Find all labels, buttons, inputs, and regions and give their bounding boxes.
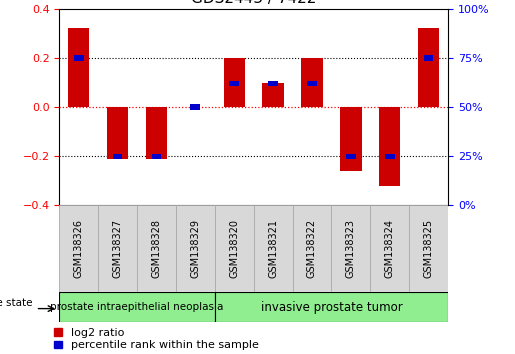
Bar [379, 107, 401, 185]
FancyBboxPatch shape [215, 205, 253, 292]
FancyBboxPatch shape [332, 205, 370, 292]
FancyBboxPatch shape [253, 205, 293, 292]
Bar [224, 58, 245, 107]
FancyBboxPatch shape [59, 292, 215, 322]
FancyBboxPatch shape [293, 205, 332, 292]
Bar [385, 154, 394, 159]
Bar [113, 154, 123, 159]
Text: GSM138328: GSM138328 [151, 219, 161, 278]
Bar [107, 107, 128, 159]
Text: GSM138323: GSM138323 [346, 219, 356, 278]
Bar [146, 107, 167, 159]
Title: GDS2443 / 7422: GDS2443 / 7422 [191, 0, 316, 6]
Text: GSM138329: GSM138329 [191, 219, 200, 278]
FancyBboxPatch shape [215, 292, 448, 322]
Legend: log2 ratio, percentile rank within the sample: log2 ratio, percentile rank within the s… [55, 327, 259, 350]
Bar [74, 55, 83, 61]
Text: GSM138326: GSM138326 [74, 219, 83, 278]
Text: disease state: disease state [0, 298, 32, 308]
Bar [68, 28, 90, 107]
FancyBboxPatch shape [176, 205, 215, 292]
Bar [191, 104, 200, 110]
Bar [418, 28, 439, 107]
Text: GSM138325: GSM138325 [424, 219, 434, 278]
Bar [229, 81, 239, 86]
Bar [424, 55, 434, 61]
Bar [346, 154, 356, 159]
Text: GSM138320: GSM138320 [229, 219, 239, 278]
Text: prostate intraepithelial neoplasia: prostate intraepithelial neoplasia [50, 302, 224, 312]
FancyBboxPatch shape [409, 205, 448, 292]
Bar [151, 154, 161, 159]
Text: GSM138324: GSM138324 [385, 219, 394, 278]
Bar [340, 107, 362, 171]
Text: GSM138321: GSM138321 [268, 219, 278, 278]
FancyBboxPatch shape [98, 205, 137, 292]
Text: GSM138322: GSM138322 [307, 219, 317, 278]
FancyBboxPatch shape [137, 205, 176, 292]
Bar [268, 81, 278, 86]
Text: invasive prostate tumor: invasive prostate tumor [261, 301, 402, 314]
Text: GSM138327: GSM138327 [113, 219, 123, 278]
Bar [307, 81, 317, 86]
FancyBboxPatch shape [370, 205, 409, 292]
Bar [262, 82, 284, 107]
Bar [301, 58, 323, 107]
FancyBboxPatch shape [59, 205, 98, 292]
